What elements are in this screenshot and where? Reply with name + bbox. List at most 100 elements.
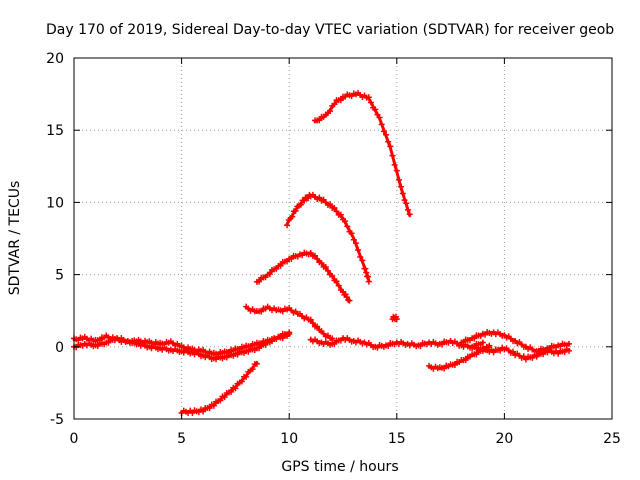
data-point-marker bbox=[312, 252, 319, 259]
data-point-marker bbox=[398, 183, 405, 190]
data-point-marker bbox=[277, 262, 284, 269]
data-point-marker bbox=[292, 207, 299, 214]
y-tick-label: 20 bbox=[46, 51, 64, 67]
data-point-marker bbox=[473, 351, 480, 358]
data-point-marker bbox=[393, 167, 400, 174]
data-point-marker bbox=[286, 329, 293, 336]
y-axis-title: SDTVAR / TECUs bbox=[7, 181, 23, 296]
data-point-marker bbox=[243, 373, 250, 380]
data-series-layer bbox=[71, 89, 572, 416]
data-point-marker bbox=[362, 265, 369, 272]
data-point-marker bbox=[307, 249, 314, 256]
series-line bbox=[313, 92, 412, 217]
y-tick-label: 0 bbox=[55, 340, 64, 356]
series-arc-late-a bbox=[458, 329, 572, 355]
data-point-marker bbox=[399, 190, 406, 197]
series-arc-hump-small bbox=[243, 303, 336, 342]
data-point-marker bbox=[391, 161, 398, 168]
series-arc-isolated bbox=[389, 313, 400, 323]
data-point-marker bbox=[232, 385, 239, 392]
data-point-marker bbox=[277, 334, 284, 341]
data-point-marker bbox=[206, 405, 213, 412]
data-point-marker bbox=[344, 223, 351, 230]
series-arc-late-b bbox=[469, 343, 572, 363]
chart-title: Day 170 of 2019, Sidereal Day-to-day VTE… bbox=[46, 22, 614, 38]
data-point-marker bbox=[314, 256, 321, 263]
data-point-marker bbox=[284, 222, 291, 229]
x-tick-label: 10 bbox=[280, 431, 298, 447]
data-point-marker bbox=[210, 402, 217, 409]
data-point-marker bbox=[346, 297, 353, 304]
data-point-marker bbox=[348, 230, 355, 237]
data-point-marker bbox=[357, 254, 364, 261]
data-point-marker bbox=[451, 362, 458, 369]
series-arc-hump-6 bbox=[253, 249, 353, 304]
data-point-marker bbox=[327, 201, 334, 208]
y-tick-label: 5 bbox=[55, 268, 64, 284]
data-point-marker bbox=[258, 308, 265, 315]
y-tick-label: 15 bbox=[46, 123, 64, 139]
x-tick-label: 20 bbox=[495, 431, 513, 447]
data-point-marker bbox=[200, 408, 207, 415]
data-point-marker bbox=[385, 138, 392, 145]
x-tick-label: 15 bbox=[388, 431, 406, 447]
data-point-marker bbox=[403, 200, 410, 207]
data-point-marker bbox=[249, 366, 256, 373]
series-arc-negative-rise bbox=[178, 360, 260, 416]
data-point-marker bbox=[460, 339, 467, 346]
data-point-marker bbox=[352, 240, 359, 247]
data-point-marker bbox=[329, 335, 336, 342]
data-point-marker bbox=[406, 211, 413, 218]
x-tick-label: 5 bbox=[177, 431, 186, 447]
data-point-marker bbox=[471, 335, 478, 342]
series-arc-near-zero-b bbox=[71, 329, 293, 363]
series-arc-hump-17 bbox=[312, 89, 413, 218]
series-arc-hump-10 bbox=[284, 191, 372, 285]
data-point-marker bbox=[266, 271, 273, 278]
data-point-marker bbox=[389, 152, 396, 159]
data-point-marker bbox=[288, 256, 295, 263]
data-point-marker bbox=[350, 236, 357, 243]
data-point-marker bbox=[383, 131, 390, 138]
data-point-marker bbox=[266, 339, 273, 346]
data-point-marker bbox=[309, 320, 316, 327]
data-point-marker bbox=[324, 267, 331, 274]
data-point-marker bbox=[372, 106, 379, 113]
plot-frame bbox=[73, 57, 613, 420]
data-point-marker bbox=[404, 206, 411, 213]
data-point-marker bbox=[376, 114, 383, 121]
data-point-marker bbox=[378, 121, 385, 128]
x-tick-label: 25 bbox=[603, 431, 621, 447]
data-point-marker bbox=[256, 278, 263, 285]
x-axis-title: GPS time / hours bbox=[281, 459, 398, 475]
data-point-marker bbox=[322, 264, 329, 271]
data-point-marker bbox=[540, 351, 547, 358]
data-point-marker bbox=[331, 204, 338, 211]
axis-ticks: 0 5 10 15 20 25 -5 0 5 10 15 20 bbox=[46, 51, 621, 447]
data-point-marker bbox=[510, 348, 517, 355]
data-point-marker bbox=[364, 273, 371, 280]
data-point-marker bbox=[331, 101, 338, 108]
series-arc-flat-mid bbox=[307, 335, 486, 351]
data-point-marker bbox=[565, 340, 572, 347]
data-point-marker bbox=[342, 218, 349, 225]
data-point-marker bbox=[289, 213, 296, 220]
data-point-marker bbox=[363, 269, 370, 276]
data-point-marker bbox=[217, 397, 224, 404]
data-point-marker bbox=[221, 394, 228, 401]
data-point-marker bbox=[359, 257, 366, 264]
y-tick-label: 10 bbox=[46, 195, 64, 211]
data-point-marker bbox=[327, 108, 334, 115]
data-point-marker bbox=[228, 388, 235, 395]
data-point-marker bbox=[333, 208, 340, 215]
y-tick-label: -5 bbox=[50, 412, 64, 428]
data-point-marker bbox=[367, 99, 374, 106]
data-point-marker bbox=[565, 347, 572, 354]
data-point-marker bbox=[533, 353, 540, 360]
data-point-marker bbox=[333, 278, 340, 285]
data-point-marker bbox=[486, 342, 493, 349]
data-point-marker bbox=[329, 273, 336, 280]
data-point-marker bbox=[105, 339, 112, 346]
data-point-marker bbox=[238, 378, 245, 385]
